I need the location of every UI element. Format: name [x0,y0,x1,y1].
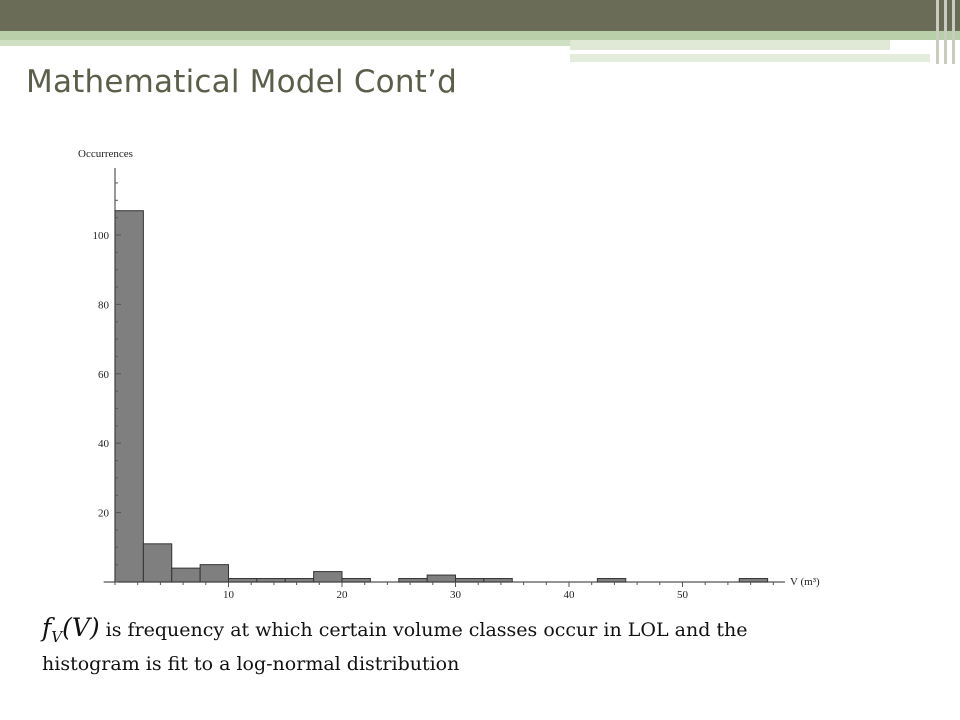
x-tick-label: 50 [677,589,689,601]
histogram-bar [114,210,144,583]
y-axis-label: Occurrences [78,148,133,160]
caption-text: is frequency at which certain volume cla… [42,619,748,675]
corner-stripe [944,0,947,64]
corner-stripe [952,0,955,64]
x-tick-label: 20 [337,589,349,601]
slide-title: Mathematical Model Cont’d [26,64,457,100]
chart-bars [114,210,769,583]
x-axis-label: V (m³) [790,576,820,588]
histogram-bar [738,578,769,583]
histogram-bar [455,578,485,583]
histogram-bar [426,574,456,583]
corner-stripe [936,0,939,64]
histogram-bar [398,578,428,583]
histogram-bar [171,567,201,583]
accent-band [0,31,960,40]
y-tick-label: 20 [98,508,110,520]
accent-band-right [570,40,890,50]
histogram-bar [313,571,343,583]
x-tick-label: 10 [223,589,235,601]
histogram-bar [228,578,258,583]
accent-band-light [0,40,570,46]
histogram-bar [199,564,229,583]
y-tick-label: 60 [98,369,110,381]
x-tick-label: 40 [564,589,576,601]
histogram-bar [284,578,315,583]
y-tick-label: 80 [98,299,110,311]
chart-axes [103,168,785,583]
chart-ticks: 10 20 30 40 50 20 40 60 80 100 [93,182,774,601]
histogram-bar [256,578,286,583]
histogram-bar [142,543,173,583]
histogram-bar [483,578,513,583]
y-tick-label: 40 [98,438,110,450]
accent-band-right-lower [570,54,930,62]
slide-caption: fV(V) is frequency at which certain volum… [42,614,802,678]
x-tick-label: 30 [450,589,462,601]
histogram-bar [341,578,371,583]
histogram-bar [596,578,627,583]
header-bar [0,0,960,31]
frequency-formula: fV(V) [42,613,100,646]
y-tick-label: 100 [93,230,110,242]
